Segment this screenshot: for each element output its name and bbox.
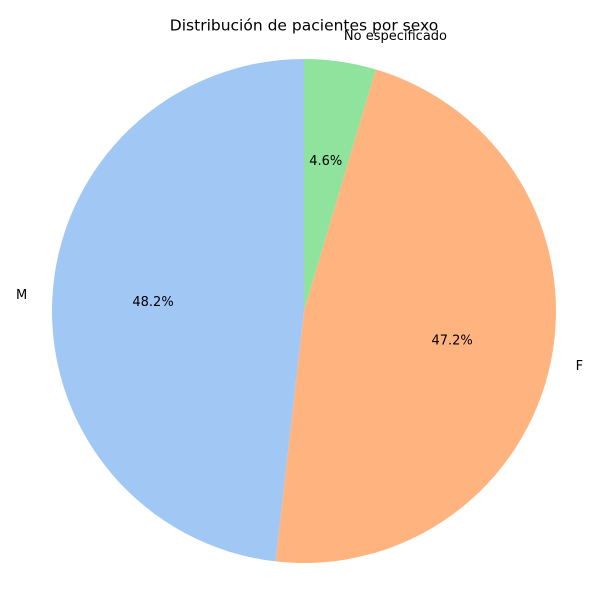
pie-labels: No especificado 4.6% F 47.2% M 48.2% <box>16 29 583 374</box>
pie-slice-f <box>275 69 557 564</box>
category-label-no-especificado: No especificado <box>344 29 447 44</box>
category-label-m: M <box>16 288 27 303</box>
pie-slice-m <box>51 59 304 562</box>
percent-label-f: 47.2% <box>431 334 472 349</box>
percent-label-no-especificado: 4.6% <box>309 154 342 169</box>
percent-label-m: 48.2% <box>132 295 173 310</box>
pie-slices <box>51 59 557 564</box>
pie-slice-no-especificado <box>304 59 376 311</box>
chart-title: Distribución de pacientes por sexo <box>170 17 438 35</box>
category-label-f: F <box>576 359 583 374</box>
